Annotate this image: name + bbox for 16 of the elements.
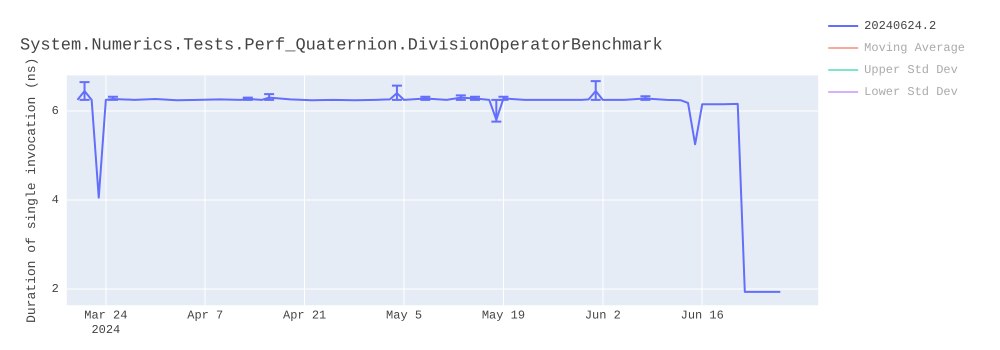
x-tick-label: Jun 16 <box>680 308 724 323</box>
y-tick-label: 6 <box>52 104 59 118</box>
y-axis-title: Duration of single invocation (ns) <box>24 58 40 323</box>
y-tick-label: 4 <box>52 193 59 208</box>
legend-label: Moving Average <box>864 41 966 56</box>
y-tick-label: 2 <box>52 282 59 296</box>
x-tick-label: Apr 7 <box>187 308 224 323</box>
x-tick-label: May 5 <box>386 308 422 323</box>
legend-label: Lower Std Dev <box>864 85 958 100</box>
legend-label: 20240624.2 <box>864 19 936 34</box>
x-tick-label: Jun 2 <box>584 308 621 323</box>
chart-title: System.Numerics.Tests.Perf_Quaternion.DivisionOperatorBenchmark <box>20 36 663 56</box>
x-tick-label: Apr 21 <box>283 308 326 323</box>
legend-label: Upper Std Dev <box>864 63 958 78</box>
x-tick-label: May 19 <box>482 308 526 323</box>
x-tick-label: Mar 24 2024 <box>84 308 128 337</box>
